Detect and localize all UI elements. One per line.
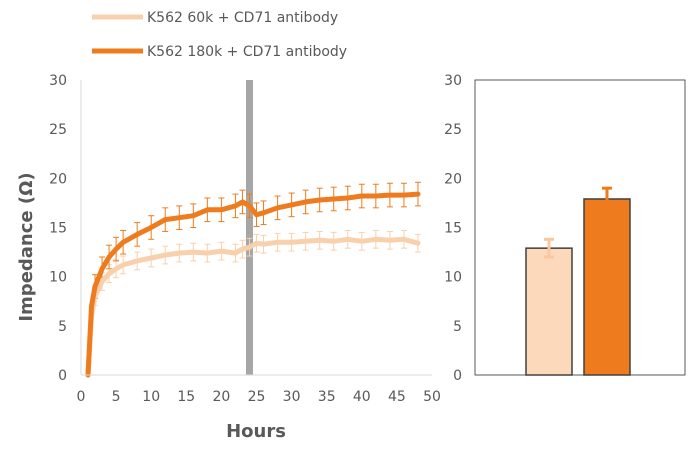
line-y-tick-label: 5 (58, 319, 67, 335)
bar-y-tick-label: 5 (453, 319, 462, 335)
x-tick-label: 45 (388, 389, 406, 405)
bar-60k (525, 247, 573, 376)
x-tick-label: 30 (283, 389, 301, 405)
line-y-tick-label: 15 (49, 221, 67, 237)
line-y-tick-label: 20 (49, 171, 67, 187)
legend: K562 60k + CD71 antibody K562 180k + CD7… (92, 10, 347, 60)
bar-y-tick-label: 20 (444, 171, 462, 187)
line-y-tick-label: 0 (58, 368, 67, 384)
x-tick-label: 35 (318, 389, 336, 405)
bar-chart: 0 5 10 15 20 25 30 (444, 73, 686, 384)
x-tick-label: 5 (112, 389, 121, 405)
legend-label-180k: K562 180k + CD71 antibody (147, 44, 347, 60)
bar-plot-frame (474, 79, 686, 376)
x-tick-label: 20 (212, 389, 230, 405)
line-y-tick-label: 25 (49, 122, 67, 138)
bar-y-tick-label: 25 (444, 122, 462, 138)
bar-y-tick-label: 10 (444, 270, 462, 286)
bar-y-tick-label: 30 (444, 73, 462, 89)
x-tick-label: 15 (177, 389, 195, 405)
line-y-tick-label: 10 (49, 270, 67, 286)
x-axis-title: Hours (226, 421, 286, 442)
series-line-60k (85, 236, 421, 378)
line-plot-area (81, 80, 432, 375)
x-tick-label: 50 (423, 389, 441, 405)
x-tick-label: 25 (248, 389, 266, 405)
bar-y-tick-label: 15 (444, 221, 462, 237)
bar-180k (583, 198, 631, 376)
series-line-180k (85, 191, 421, 378)
x-tick-label: 0 (77, 389, 86, 405)
legend-label-60k: K562 60k + CD71 antibody (147, 10, 338, 26)
x-tick-label: 10 (142, 389, 160, 405)
bar-y-tick-label: 0 (453, 368, 462, 384)
line-y-tick-label: 30 (49, 73, 67, 89)
y-axis-title: Impedance (Ω) (16, 172, 37, 321)
x-tick-label: 40 (353, 389, 371, 405)
line-chart: 0 5 10 15 20 25 30 0 5 10 15 20 25 30 35 40 45 50 Impeda… (16, 73, 441, 442)
